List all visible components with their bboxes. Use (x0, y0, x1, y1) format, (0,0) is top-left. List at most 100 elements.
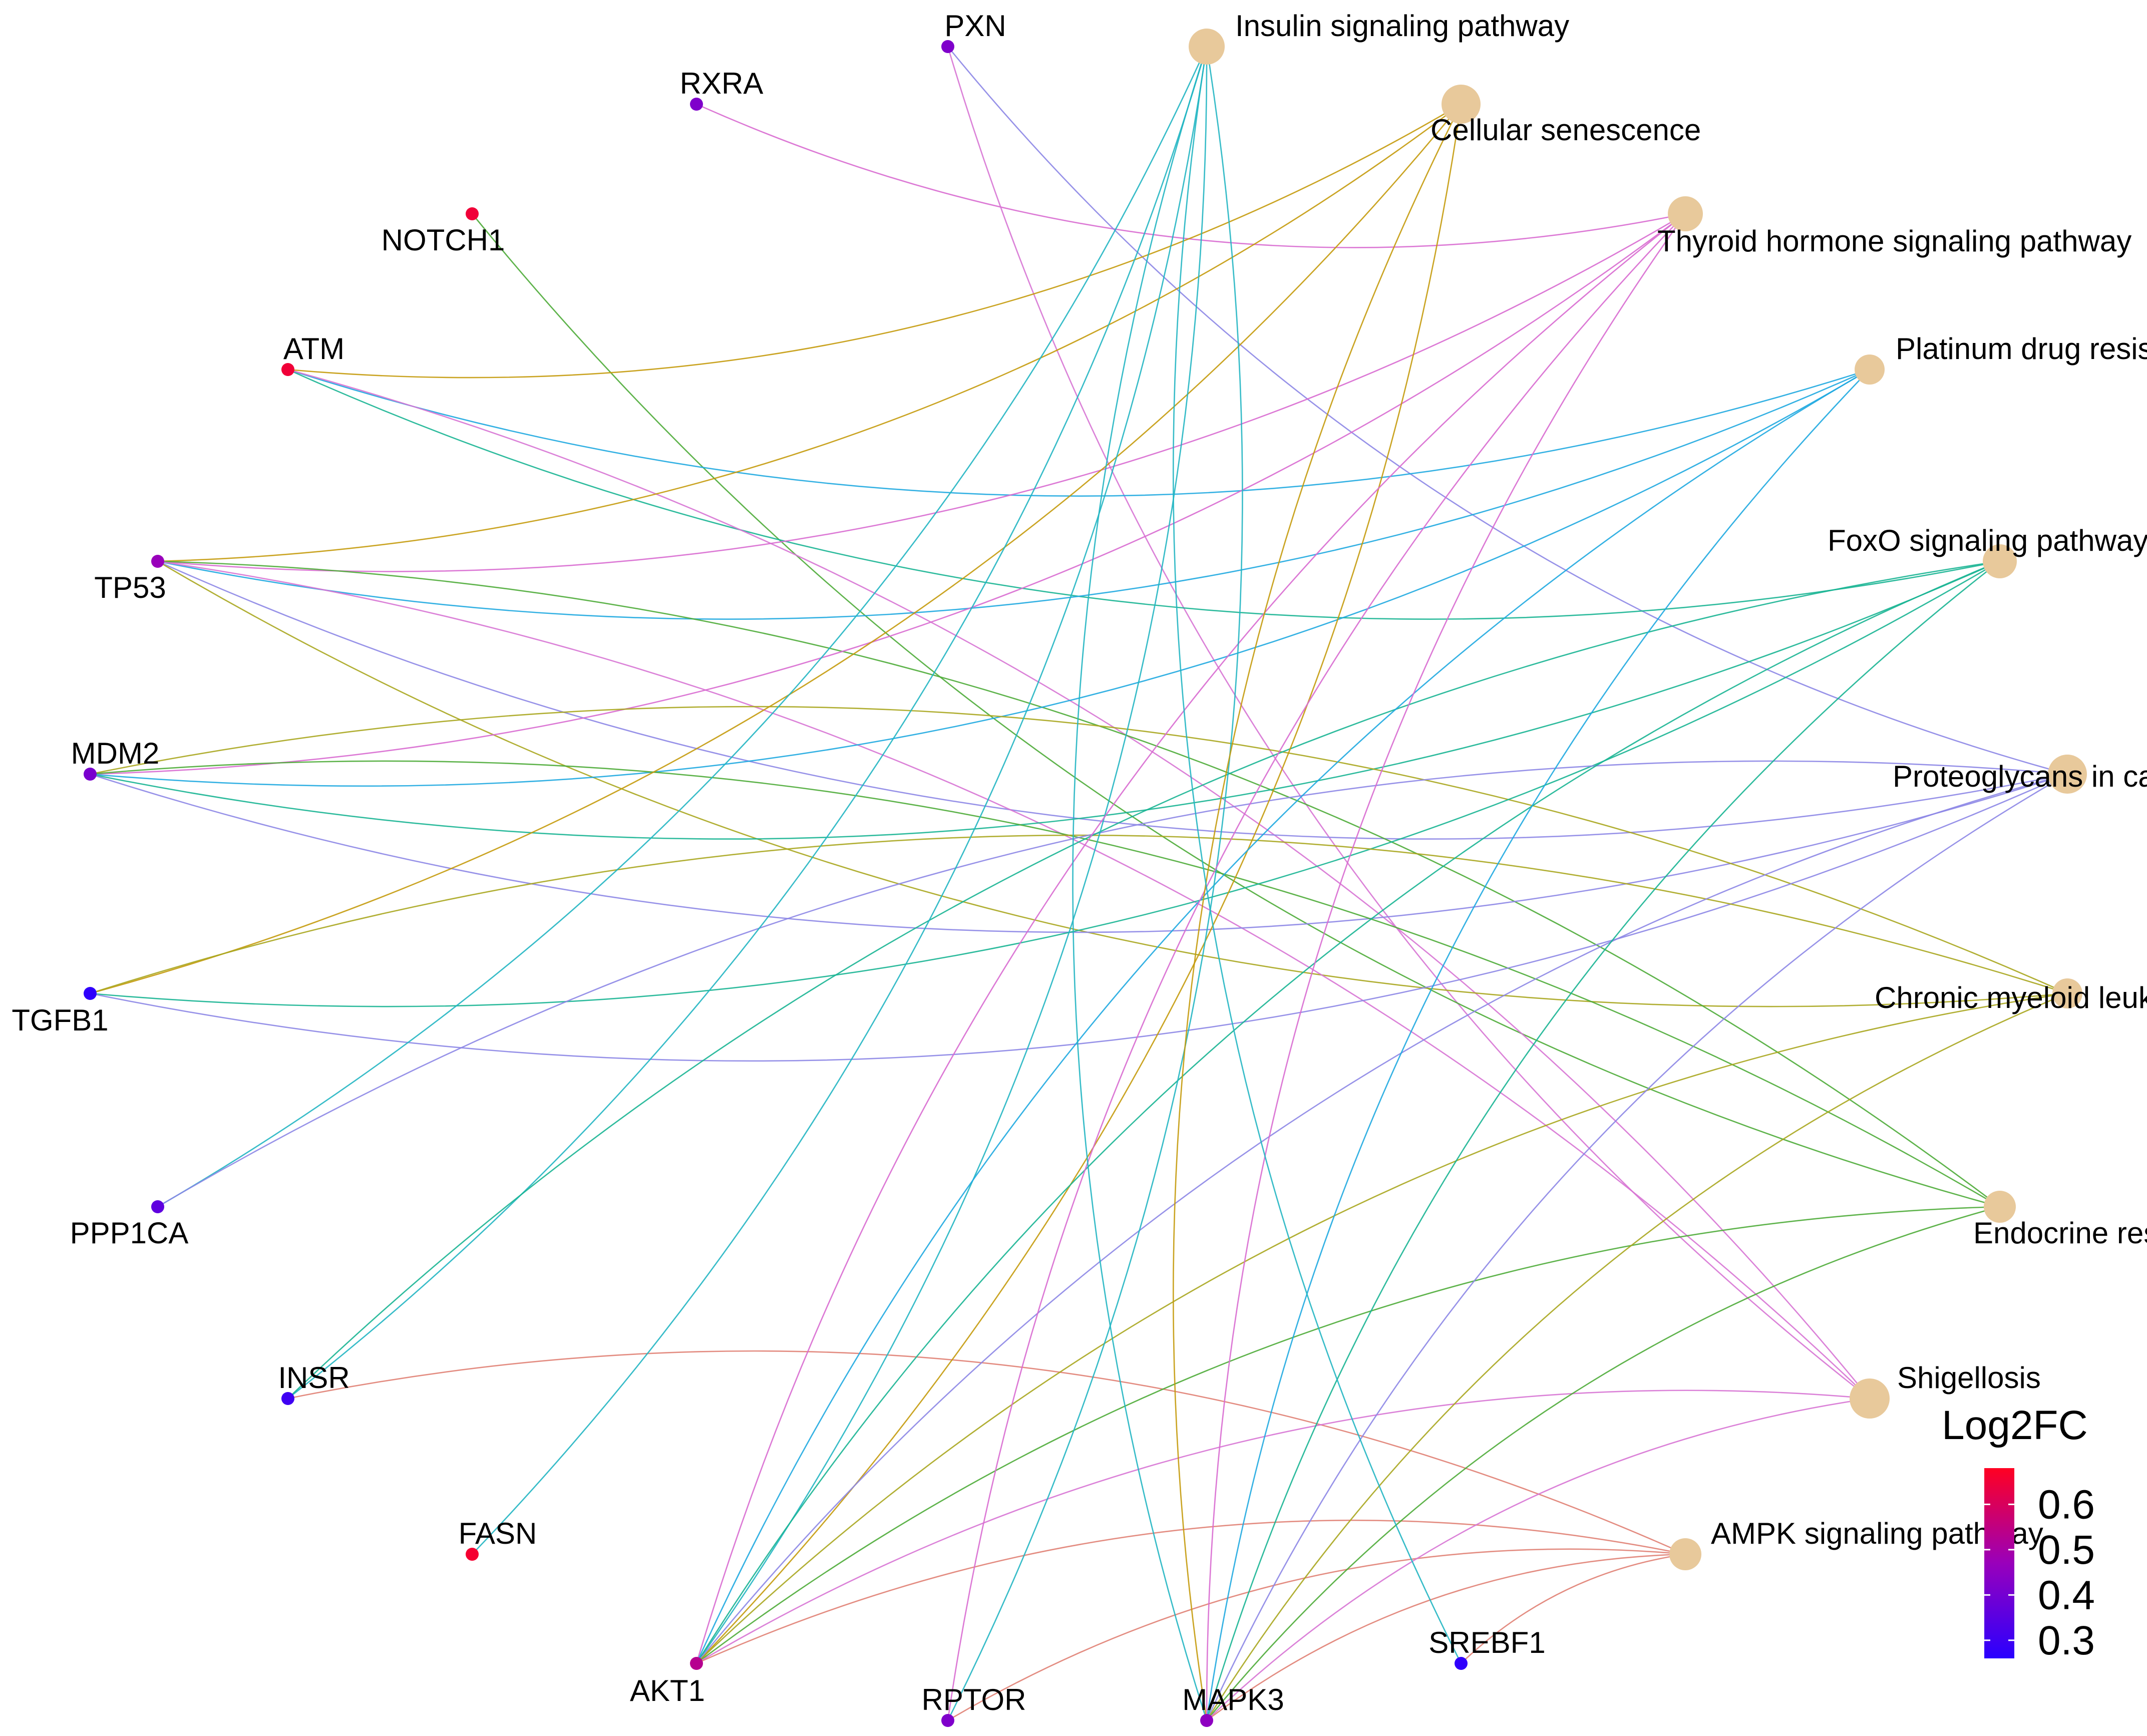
legend-title: Log2FC (1942, 1403, 2088, 1448)
category-label-foxo: FoxO signaling pathway (1828, 524, 2147, 557)
category-node-shigellosis (1850, 1378, 1890, 1419)
edge-tp53-cml (157, 560, 2068, 1007)
edge-srebf1-ampk (1461, 1553, 1686, 1664)
category-node-proteoglycans (2048, 755, 2087, 794)
edge-rptor-thyroid (947, 213, 1686, 1721)
edge-tp53-senescence (157, 103, 1462, 562)
gene-label-notch1: NOTCH1 (382, 223, 505, 257)
edge-mdm2-cml (90, 706, 2068, 994)
edge-mapk3-thyroid (1206, 213, 1686, 1721)
category-node-endocrine (1984, 1191, 2016, 1223)
edge-akt1-cml (696, 992, 2068, 1664)
legend-tick-label-1: 0.5 (2038, 1527, 2095, 1573)
edge-fasn-insulin (472, 46, 1208, 1555)
gene-label-ppp1ca: PPP1CA (70, 1216, 189, 1250)
category-label-endocrine: Endocrine resistance (1973, 1216, 2147, 1250)
edge-mapk3-shigellosis (1206, 1398, 1870, 1721)
gene-node-srebf1 (1455, 1657, 1468, 1670)
edge-mdm2-foxo (90, 560, 2000, 840)
log2fc-legend: Log2FC 0.60.50.40.3 (1942, 1403, 2095, 1663)
edge-akt1-senescence (696, 104, 1462, 1664)
gene-label-rxra: RXRA (680, 67, 764, 100)
legend-colorbar (1984, 1468, 2014, 1658)
edge-akt1-shigellosis (696, 1390, 1870, 1664)
edge-akt1-endocrine (696, 1206, 2000, 1664)
category-node-senescence (1442, 85, 1481, 124)
edge-tp53-thyroid (157, 213, 1686, 572)
edge-tp53-proteoglycans (157, 560, 2068, 840)
category-node-thyroid (1668, 196, 1703, 231)
gene-label-pxn: PXN (944, 9, 1006, 43)
gene-node-tgfb1 (84, 987, 97, 1000)
gene-node-fasn (466, 1548, 479, 1561)
gene-node-tp53 (151, 555, 164, 568)
gene-label-tgfb1: TGFB1 (12, 1003, 108, 1037)
edge-ppp1ca-insulin (157, 46, 1208, 1208)
edge-tp53-platinum (157, 369, 1870, 620)
gene-node-akt1 (690, 1657, 703, 1670)
legend-tick-label-2: 0.4 (2038, 1572, 2095, 1618)
category-label-senescence: Cellular senescence (1430, 113, 1701, 147)
category-node-ampk (1669, 1538, 1701, 1570)
gene-label-fasn: FASN (459, 1517, 537, 1550)
gene-label-insr: INSR (278, 1361, 349, 1395)
edge-mdm2-thyroid (90, 213, 1686, 775)
edge-notch1-endocrine (471, 213, 2000, 1208)
edge-tp53-shigellosis (157, 560, 1870, 1399)
category-node-foxo (1983, 544, 2017, 578)
edge-atm-senescence (287, 103, 1462, 379)
edge-insr-ampk (287, 1350, 1686, 1555)
edge-akt1-insulin (695, 46, 1208, 1664)
category-node-insulin (1189, 29, 1225, 65)
edge-mapk3-ampk (1206, 1553, 1686, 1721)
gene-node-rptor (941, 1714, 954, 1727)
category-label-platinum: Platinum drug resistance (1896, 332, 2147, 366)
category-label-thyroid: Thyroid hormone signaling pathway (1657, 224, 2131, 258)
edge-akt1-proteoglycans (695, 773, 2068, 1664)
edge-atm-shigellosis (287, 369, 1871, 1399)
edge-tgfb1-senescence (90, 104, 1462, 994)
edge-pxn-proteoglycans (947, 46, 2068, 775)
edge-tgfb1-foxo (90, 560, 2000, 1007)
edge-srebf1-insulin (1172, 46, 1462, 1664)
category-label-shigellosis: Shigellosis (1897, 1361, 2041, 1395)
edge-tgfb1-proteoglycans (90, 773, 2068, 1062)
gene-label-mdm2: MDM2 (71, 737, 160, 770)
gene-label-akt1: AKT1 (630, 1674, 705, 1707)
edge-mdm2-endocrine (90, 760, 2000, 1208)
edge-atm-foxo (287, 369, 2000, 620)
edge-mapk3-proteoglycans (1206, 773, 2068, 1721)
gene-node-mapk3 (1200, 1714, 1213, 1727)
edge-akt1-platinum (695, 369, 1870, 1664)
nodes-layer (84, 29, 2087, 1727)
gene-node-notch1 (466, 207, 479, 220)
labels-layer: PXN RXRA NOTCH1 ATM TP53 MDM2 TGFB1 PPP1CA INSR F… (12, 9, 2147, 1716)
edge-rptor-insulin (947, 46, 1243, 1721)
gene-label-tp53: TP53 (94, 571, 166, 604)
edge-mdm2-platinum (90, 369, 1870, 787)
gene-node-pxn (941, 40, 954, 53)
edge-akt1-ampk (696, 1519, 1686, 1664)
edge-rptor-ampk (947, 1548, 1686, 1721)
edge-mapk3-foxo (1206, 560, 2000, 1721)
edge-akt1-foxo (695, 560, 2000, 1664)
edge-tgfb1-cml (90, 834, 2068, 994)
category-label-insulin: Insulin signaling pathway (1235, 9, 1569, 43)
edge-akt1-thyroid (695, 213, 1686, 1664)
gene-node-atm (281, 363, 294, 376)
gene-node-insr (281, 1392, 294, 1405)
edge-tp53-endocrine (157, 560, 2000, 1208)
edge-mapk3-insulin (1072, 46, 1208, 1721)
edges-layer (90, 46, 2068, 1721)
legend-tick-label-0: 0.6 (2038, 1482, 2095, 1527)
gene-node-ppp1ca (151, 1200, 164, 1213)
legend-ticks: 0.60.50.40.3 (1984, 1482, 2095, 1663)
gene-label-atm: ATM (283, 332, 344, 366)
edge-mapk3-cml (1206, 992, 2068, 1721)
gene-node-mdm2 (84, 768, 97, 781)
edge-atm-platinum (287, 369, 1870, 497)
edge-ppp1ca-proteoglycans (157, 760, 2068, 1208)
edge-mapk3-platinum (1206, 369, 1870, 1721)
category-label-proteoglycans: Proteoglycans in cancer (1893, 760, 2147, 793)
